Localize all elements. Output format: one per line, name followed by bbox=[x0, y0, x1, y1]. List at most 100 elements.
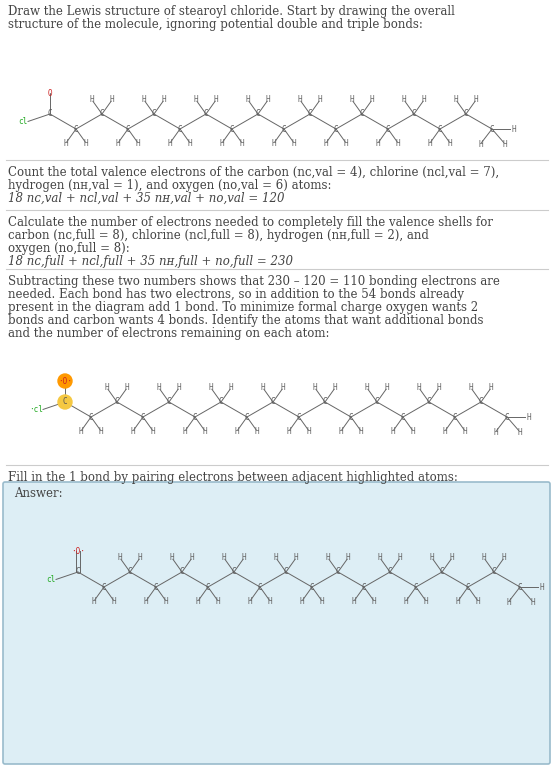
Text: C: C bbox=[336, 568, 340, 577]
Text: C: C bbox=[466, 582, 470, 591]
Text: H: H bbox=[189, 552, 194, 561]
Text: H: H bbox=[428, 140, 433, 149]
Text: C: C bbox=[141, 413, 145, 422]
Text: H: H bbox=[402, 94, 407, 104]
Text: C: C bbox=[412, 110, 416, 118]
Text: H: H bbox=[196, 597, 201, 607]
Text: C: C bbox=[479, 397, 483, 407]
Text: H: H bbox=[332, 383, 337, 391]
Text: H: H bbox=[274, 552, 279, 561]
Text: C: C bbox=[100, 110, 104, 118]
Text: C: C bbox=[453, 413, 457, 422]
Text: H: H bbox=[151, 427, 155, 436]
Text: H: H bbox=[170, 552, 175, 561]
Text: H: H bbox=[384, 383, 389, 391]
Circle shape bbox=[58, 395, 72, 409]
Text: cl: cl bbox=[47, 575, 56, 584]
Text: C: C bbox=[126, 124, 130, 133]
Text: H: H bbox=[272, 140, 276, 149]
Text: and the number of electrons remaining on each atom:: and the number of electrons remaining on… bbox=[8, 327, 330, 340]
Text: H: H bbox=[280, 383, 285, 391]
Text: C: C bbox=[414, 582, 418, 591]
Text: C: C bbox=[193, 413, 197, 422]
Text: O: O bbox=[48, 88, 52, 97]
Text: C: C bbox=[245, 413, 249, 422]
Text: H: H bbox=[376, 140, 381, 149]
Text: C: C bbox=[490, 124, 494, 133]
Text: C: C bbox=[438, 124, 442, 133]
Text: C: C bbox=[74, 124, 78, 133]
Text: H: H bbox=[326, 552, 330, 561]
Text: C: C bbox=[375, 397, 379, 407]
Text: H: H bbox=[84, 140, 88, 149]
Text: H: H bbox=[352, 597, 356, 607]
Text: H: H bbox=[268, 597, 272, 607]
Circle shape bbox=[58, 374, 72, 388]
Text: H: H bbox=[430, 552, 434, 561]
Text: C: C bbox=[334, 124, 338, 133]
Text: C: C bbox=[322, 397, 327, 407]
Text: H: H bbox=[506, 598, 511, 607]
Text: H: H bbox=[372, 597, 376, 607]
Text: H: H bbox=[396, 140, 400, 149]
Text: cl: cl bbox=[19, 117, 28, 126]
Text: C: C bbox=[258, 582, 262, 591]
Text: C: C bbox=[401, 413, 406, 422]
Text: H: H bbox=[90, 94, 94, 104]
Text: H: H bbox=[177, 383, 181, 391]
Text: Calculate the number of electrons needed to completely fill the valence shells f: Calculate the number of electrons needed… bbox=[8, 216, 493, 229]
Text: H: H bbox=[163, 597, 168, 607]
Text: H: H bbox=[131, 427, 135, 436]
Text: C: C bbox=[386, 124, 391, 133]
Text: C: C bbox=[440, 568, 444, 577]
Text: H: H bbox=[474, 94, 478, 104]
Text: H: H bbox=[443, 427, 448, 436]
Text: C: C bbox=[505, 413, 509, 422]
Text: H: H bbox=[79, 427, 84, 436]
Text: ·O·: ·O· bbox=[58, 377, 72, 386]
Text: H: H bbox=[255, 427, 259, 436]
Text: H: H bbox=[530, 598, 535, 607]
Text: H: H bbox=[475, 597, 480, 607]
Text: H: H bbox=[324, 140, 329, 149]
Text: C: C bbox=[115, 397, 119, 407]
Text: bonds and carbon wants 4 bonds. Identify the atoms that want additional bonds: bonds and carbon wants 4 bonds. Identify… bbox=[8, 314, 484, 327]
Text: H: H bbox=[92, 597, 96, 607]
Text: C: C bbox=[204, 110, 208, 118]
Text: 18 nᴄ,full + nᴄl,full + 35 nʜ,full + nᴏ,full = 230: 18 nᴄ,full + nᴄl,full + 35 nʜ,full + nᴏ,… bbox=[8, 255, 293, 268]
Text: ·cl: ·cl bbox=[29, 405, 43, 414]
Text: H: H bbox=[411, 427, 415, 436]
Text: H: H bbox=[188, 140, 192, 149]
Text: H: H bbox=[183, 427, 187, 436]
Text: C: C bbox=[256, 110, 260, 118]
Text: H: H bbox=[317, 94, 322, 104]
Text: H: H bbox=[511, 124, 516, 133]
Text: H: H bbox=[209, 383, 213, 391]
Text: H: H bbox=[482, 552, 486, 561]
Text: C: C bbox=[427, 397, 432, 407]
Text: Count the total valence electrons of the carbon (nᴄ,val = 4), chlorine (nᴄl,val : Count the total valence electrons of the… bbox=[8, 166, 499, 179]
Text: H: H bbox=[105, 383, 110, 391]
Text: H: H bbox=[501, 552, 506, 561]
Text: oxygen (nᴏ,full = 8):: oxygen (nᴏ,full = 8): bbox=[8, 242, 130, 255]
Text: H: H bbox=[339, 427, 343, 436]
Text: H: H bbox=[242, 552, 246, 561]
Text: H: H bbox=[248, 597, 253, 607]
Text: needed. Each bond has two electrons, so in addition to the 54 bonds already: needed. Each bond has two electrons, so … bbox=[8, 288, 464, 301]
Text: H: H bbox=[494, 428, 498, 437]
Text: H: H bbox=[449, 552, 454, 561]
Text: H: H bbox=[261, 383, 265, 391]
Text: H: H bbox=[463, 427, 467, 436]
Text: C: C bbox=[153, 582, 158, 591]
Text: Draw the Lewis structure of stearoyl chloride. Start by drawing the overall: Draw the Lewis structure of stearoyl chl… bbox=[8, 5, 455, 18]
Text: H: H bbox=[168, 140, 172, 149]
Text: H: H bbox=[298, 94, 302, 104]
Text: hydrogen (nʜ,val = 1), and oxygen (nᴏ,val = 6) atoms:: hydrogen (nʜ,val = 1), and oxygen (nᴏ,va… bbox=[8, 179, 331, 192]
Text: C: C bbox=[179, 568, 184, 577]
Text: C: C bbox=[360, 110, 365, 118]
Text: C: C bbox=[178, 124, 182, 133]
Text: C: C bbox=[492, 568, 496, 577]
Text: H: H bbox=[144, 597, 148, 607]
Text: H: H bbox=[116, 140, 120, 149]
Text: H: H bbox=[162, 94, 166, 104]
